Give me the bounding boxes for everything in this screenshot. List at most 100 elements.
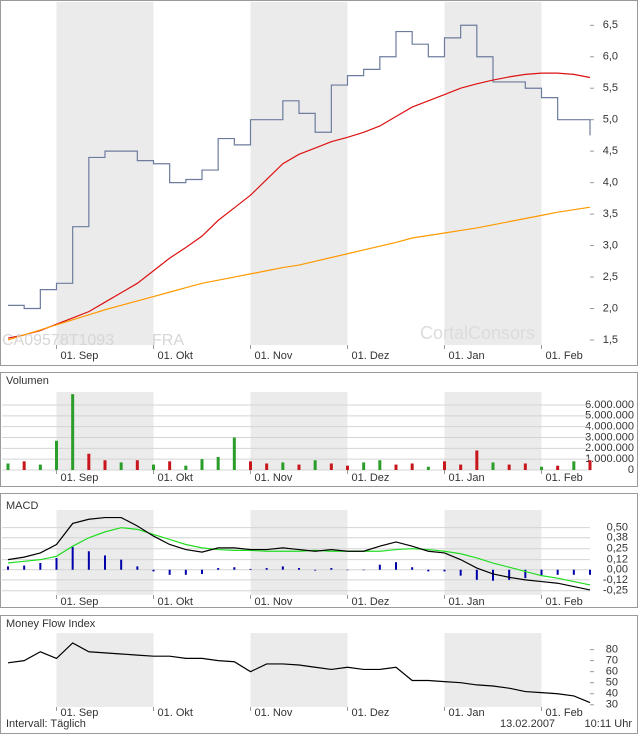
y-tick-label: 0,12: [607, 554, 628, 566]
bar: [265, 568, 268, 570]
y-tick-label: 2,0: [603, 302, 618, 314]
bar: [7, 566, 9, 570]
watermark-brand: CortalConsors: [420, 323, 535, 343]
bar: [362, 569, 365, 571]
bar: [71, 547, 74, 570]
x-tick-label: 01. Feb: [546, 350, 583, 362]
bar: [136, 566, 139, 570]
bar: [104, 555, 106, 570]
y-tick-label: 1.000.000: [585, 453, 634, 465]
bar: [443, 461, 446, 470]
y-tick-label: 3.000.000: [585, 431, 634, 443]
y-tick-label: -0,25: [603, 585, 628, 597]
footer-interval: Intervall: Täglich: [6, 718, 86, 730]
bar: [6, 463, 10, 470]
bar: [297, 464, 301, 470]
bar: [346, 569, 349, 571]
bar: [427, 569, 430, 572]
bar: [168, 461, 172, 470]
bar: [168, 569, 171, 575]
bar: [459, 464, 463, 470]
watermark-exchange: FRA: [152, 332, 184, 349]
panel-title: Money Flow Index: [6, 618, 96, 630]
bar: [200, 459, 204, 470]
bar: [362, 462, 366, 470]
bar: [492, 569, 494, 581]
y-tick-label: 4,0: [603, 177, 618, 189]
bar: [329, 463, 333, 470]
y-tick-label: 1,5: [603, 334, 618, 346]
x-tick-label: 01. Okt: [158, 350, 193, 362]
chart-layer: 1,5 2,0 2,5 3,0 3,5 4,0 4,5 5,0 5,5 6,0 6,5 01. Sep…: [2, 2, 634, 719]
y-tick-label: 0,38: [607, 532, 628, 544]
y-tick-label: 4,5: [603, 145, 618, 157]
bar: [87, 551, 90, 570]
month-shade: [56, 392, 154, 470]
y-tick-label: 2,5: [603, 271, 618, 283]
bar: [475, 569, 478, 580]
month-shade: [444, 633, 542, 707]
y-tick-label: 6,5: [603, 19, 618, 31]
y-tick-label: 50: [606, 677, 618, 689]
y-tick-label: 5,5: [603, 82, 618, 94]
bar: [491, 462, 495, 470]
x-tick-label: 01. Sep: [61, 350, 99, 362]
bar: [313, 460, 317, 470]
footer-date: 13.02.2007: [500, 718, 555, 730]
bar: [281, 462, 285, 470]
bar: [184, 465, 188, 470]
x-tick-label: 01. Dez: [352, 350, 390, 362]
bar: [55, 440, 58, 470]
bar: [378, 564, 381, 570]
bar: [507, 464, 511, 470]
y-tick-label: -0,12: [603, 574, 628, 586]
x-tick-label: 01. Dez: [352, 472, 390, 484]
x-tick-label: 01. Sep: [61, 472, 99, 484]
bar: [540, 466, 543, 470]
x-tick-label: 01. Jan: [449, 472, 485, 484]
y-tick-label: 2.000.000: [585, 442, 634, 454]
bar: [249, 461, 252, 470]
y-tick-label: 0,50: [607, 522, 628, 534]
x-tick-label: 01. Okt: [158, 472, 193, 484]
month-shade: [444, 2, 542, 345]
bar: [346, 465, 349, 470]
y-tick-label: 3,5: [603, 208, 618, 220]
bar: [249, 568, 252, 570]
bar: [201, 569, 203, 574]
x-tick-label: 01. Feb: [546, 596, 583, 608]
series-line: [7, 642, 591, 704]
bar: [572, 569, 575, 575]
bar: [55, 557, 58, 570]
bar: [217, 568, 220, 570]
y-tick-label: 6,0: [603, 51, 618, 63]
bar: [572, 461, 576, 470]
x-tick-label: 01. Feb: [546, 472, 583, 484]
bar: [394, 464, 398, 470]
y-tick-label: 30: [606, 699, 618, 711]
panel-title: MACD: [6, 500, 38, 512]
x-tick-label: 01. Nov: [255, 707, 293, 719]
bar: [232, 437, 236, 470]
bar: [87, 453, 91, 470]
y-tick-label: 4.000.000: [585, 421, 634, 433]
x-tick-label: 01. Okt: [158, 596, 193, 608]
x-tick-label: 01. Jan: [449, 707, 485, 719]
panel-title: Volumen: [6, 375, 49, 387]
bar: [119, 462, 123, 470]
x-tick-label: 01. Sep: [61, 707, 99, 719]
x-tick-label: 01. Nov: [255, 472, 293, 484]
x-tick-label: 01. Dez: [352, 707, 390, 719]
y-tick-label: 0: [628, 464, 634, 476]
bar: [556, 465, 560, 470]
month-shade: [250, 2, 348, 345]
x-tick-label: 01. Okt: [158, 707, 193, 719]
bar: [556, 569, 559, 575]
footer-time: 10:11 Uhr: [585, 718, 633, 730]
bar: [152, 569, 155, 572]
bar: [378, 460, 382, 470]
bar: [103, 460, 107, 470]
bar: [475, 450, 479, 470]
y-tick-label: 60: [606, 666, 618, 678]
month-shade: [56, 633, 154, 707]
